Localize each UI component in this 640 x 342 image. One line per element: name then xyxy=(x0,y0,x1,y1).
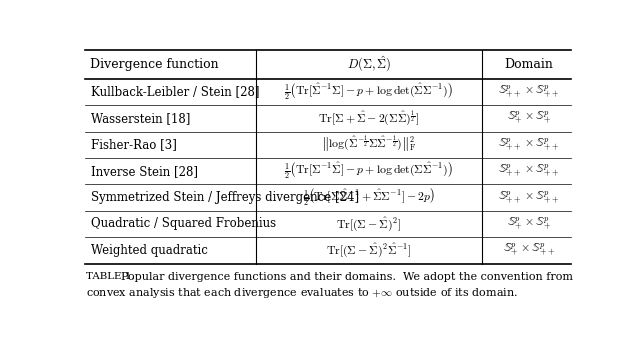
Text: $\mathbb{S}^p_{++} \times \mathbb{S}^p_{++}$: $\mathbb{S}^p_{++} \times \mathbb{S}^p_{… xyxy=(498,163,559,179)
Text: Weighted quadratic: Weighted quadratic xyxy=(91,244,208,257)
Text: $\left\|\log(\hat{\Sigma}^{-\frac{1}{2}}\Sigma\hat{\Sigma}^{-\frac{1}{2}})\right: $\left\|\log(\hat{\Sigma}^{-\frac{1}{2}}… xyxy=(321,134,417,155)
Text: Popular divergence functions and their domains.  We adopt the convention from: Popular divergence functions and their d… xyxy=(114,272,573,282)
Text: $\mathrm{Tr}[(\Sigma - \hat{\Sigma})^2 \hat{\Sigma}^{-1}]$: $\mathrm{Tr}[(\Sigma - \hat{\Sigma})^2 \… xyxy=(326,241,412,259)
Text: Kullback-Leibler / Stein [28]: Kullback-Leibler / Stein [28] xyxy=(91,86,259,98)
Text: Domain: Domain xyxy=(504,58,554,71)
Text: $\mathbb{S}^p_{++} \times \mathbb{S}^p_{++}$: $\mathbb{S}^p_{++} \times \mathbb{S}^p_{… xyxy=(498,136,559,153)
Text: $D(\Sigma, \hat{\Sigma})$: $D(\Sigma, \hat{\Sigma})$ xyxy=(347,55,391,74)
Text: Wasserstein [18]: Wasserstein [18] xyxy=(91,112,190,125)
Text: Inverse Stein [28]: Inverse Stein [28] xyxy=(91,165,198,177)
Text: Divergence function: Divergence function xyxy=(90,58,218,71)
Text: $\frac{1}{2}\left(\mathrm{Tr}[\Sigma\hat{\Sigma}^{-1} + \hat{\Sigma}\Sigma^{-1}]: $\frac{1}{2}\left(\mathrm{Tr}[\Sigma\hat… xyxy=(303,187,435,208)
Text: Symmetrized Stein / Jeffreys divergence [24]: Symmetrized Stein / Jeffreys divergence … xyxy=(91,191,359,204)
Text: $\mathbb{S}^p_{++} \times \mathbb{S}^p_{++}$: $\mathbb{S}^p_{++} \times \mathbb{S}^p_{… xyxy=(498,84,559,100)
Text: $\mathbb{S}^p_{+} \times \mathbb{S}^p_{+}$: $\mathbb{S}^p_{+} \times \mathbb{S}^p_{+… xyxy=(507,216,551,232)
Text: $\mathbb{S}^p_{++} \times \mathbb{S}^p_{++}$: $\mathbb{S}^p_{++} \times \mathbb{S}^p_{… xyxy=(498,189,559,206)
Text: $\mathrm{Tr}[(\Sigma - \hat{\Sigma})^2]$: $\mathrm{Tr}[(\Sigma - \hat{\Sigma})^2]$ xyxy=(336,215,401,233)
Text: $\mathrm{Tr}[\Sigma + \hat{\Sigma} - 2(\Sigma\hat{\Sigma})^{\frac{1}{2}}]$: $\mathrm{Tr}[\Sigma + \hat{\Sigma} - 2(\… xyxy=(318,108,420,128)
Text: TABLE 1.: TABLE 1. xyxy=(86,272,134,281)
Text: $\mathbb{S}^p_{+} \times \mathbb{S}^p_{++}$: $\mathbb{S}^p_{+} \times \mathbb{S}^p_{+… xyxy=(503,242,555,259)
Text: $\mathbb{S}^p_{+} \times \mathbb{S}^p_{+}$: $\mathbb{S}^p_{+} \times \mathbb{S}^p_{+… xyxy=(507,110,551,127)
Text: $\frac{1}{2}\left(\mathrm{Tr}[\Sigma^{-1}\hat{\Sigma}] - p + \log\det(\Sigma\hat: $\frac{1}{2}\left(\mathrm{Tr}[\Sigma^{-1… xyxy=(284,161,454,181)
Text: $\frac{1}{2}\left(\mathrm{Tr}[\hat{\Sigma}^{-1}\Sigma] - p + \log\det(\hat{\Sigm: $\frac{1}{2}\left(\mathrm{Tr}[\hat{\Sigm… xyxy=(284,82,454,102)
Text: convex analysis that each divergence evaluates to $+\infty$ outside of its domai: convex analysis that each divergence eva… xyxy=(86,286,518,300)
Text: Quadratic / Squared Frobenius: Quadratic / Squared Frobenius xyxy=(91,218,276,231)
Text: Fisher-Rao [3]: Fisher-Rao [3] xyxy=(91,138,177,151)
